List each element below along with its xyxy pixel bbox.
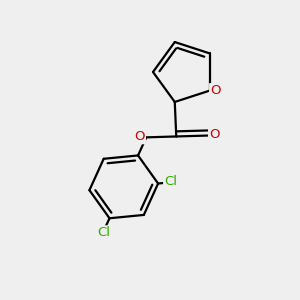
Text: O: O: [134, 130, 145, 143]
Text: Cl: Cl: [164, 175, 177, 188]
Text: O: O: [209, 128, 220, 141]
Text: O: O: [210, 84, 220, 97]
Text: Cl: Cl: [97, 226, 110, 239]
